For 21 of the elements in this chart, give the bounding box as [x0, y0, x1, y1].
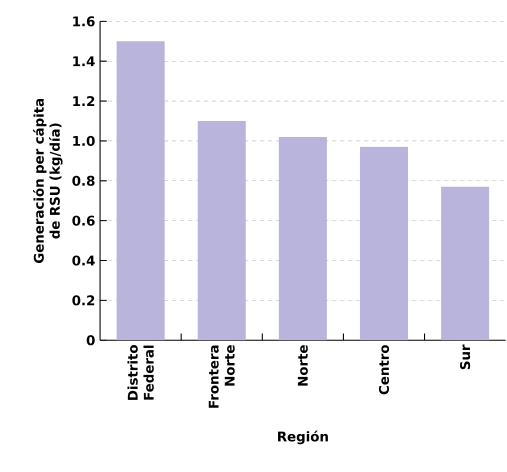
bar [278, 136, 327, 340]
y-tick-label: 0 [86, 335, 95, 346]
x-tick-label: Norte [298, 344, 308, 386]
x-tick-label: Centro [378, 344, 390, 394]
bar [116, 41, 165, 340]
y-tick-label: 1.2 [73, 96, 94, 106]
bar [441, 186, 490, 340]
y-axis-title: Generación per cápita de RSU (kg/día) [32, 98, 63, 263]
y-tick-label: 0.2 [72, 295, 94, 306]
x-tick-label: Frontera Norte [208, 344, 235, 408]
y-tick-label: 1.6 [73, 16, 95, 26]
y-tick-label: 0.4 [72, 255, 95, 266]
bar [198, 120, 246, 340]
y-tick-label: 0.8 [72, 176, 95, 186]
y-tick-label: 1.0 [73, 136, 95, 146]
x-tick-label: Distrito Federal [127, 344, 154, 400]
y-tick-label: 0.6 [72, 215, 95, 226]
x-tick-label: Sur [460, 344, 470, 370]
y-tick-label: 1.4 [73, 56, 95, 66]
x-axis-title: Región [278, 430, 328, 444]
bar [360, 146, 408, 340]
